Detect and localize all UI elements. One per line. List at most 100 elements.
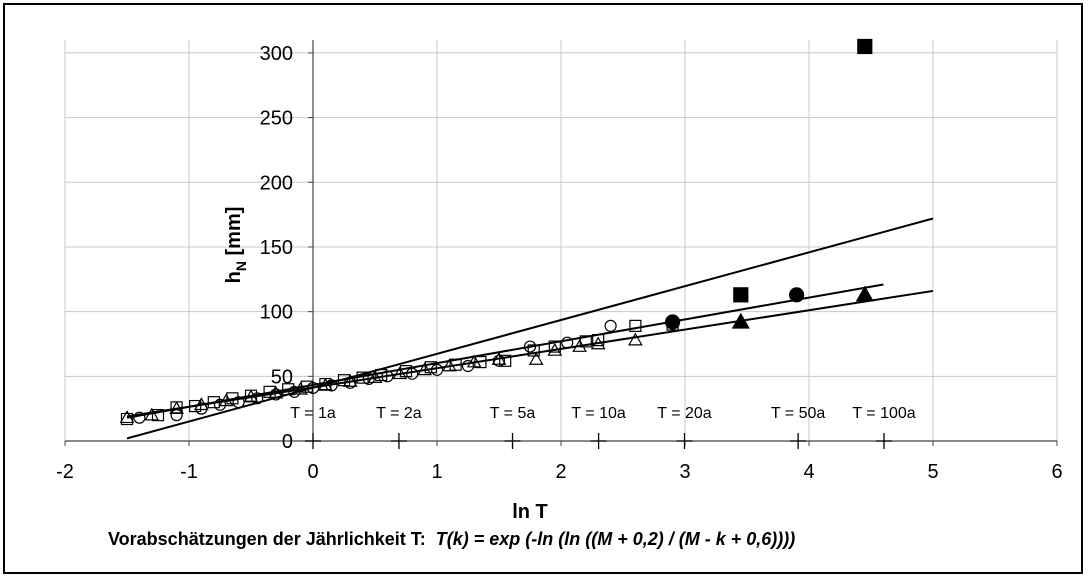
data-point-square xyxy=(151,409,165,422)
data-point-triangle xyxy=(572,339,587,352)
data-point-circle xyxy=(430,363,444,376)
data-point-square xyxy=(207,396,220,409)
data-point-triangle xyxy=(417,362,432,376)
data-point-triangle xyxy=(491,351,507,365)
x-tick-label: 1 xyxy=(431,461,442,483)
return-period-label: T = 2a xyxy=(376,405,422,422)
x-tick-label: 5 xyxy=(927,461,938,483)
x-tick-label: -2 xyxy=(56,461,74,483)
data-point-circle xyxy=(362,372,375,386)
y-tick-label: 0 xyxy=(282,431,293,453)
grid-lines xyxy=(64,40,1058,441)
data-point-circle xyxy=(213,398,227,411)
y-axis-label: hN [mm] xyxy=(223,207,249,284)
data-markers xyxy=(119,38,874,426)
y-axis-label-sub: N xyxy=(233,261,249,271)
data-point-square xyxy=(592,334,605,347)
data-point-triangle xyxy=(119,410,135,424)
data-point-square xyxy=(226,392,239,405)
data-point-triangle xyxy=(169,401,184,415)
data-point-square xyxy=(356,371,369,384)
y-tick-label: 50 xyxy=(271,366,293,388)
data-point-triangle xyxy=(855,285,874,302)
chart-caption: Vorabschätzungen der Jährlichkeit T: T(k… xyxy=(108,529,795,549)
x-tick-label: 0 xyxy=(307,461,318,483)
data-point-circle xyxy=(306,381,320,395)
data-point-square xyxy=(375,368,388,382)
return-period-markers: T = 1a T = 2a T = 5a T = 10a T = 20a T = 50a T… xyxy=(290,405,916,449)
return-period-label: T = 50a xyxy=(771,405,826,422)
data-point-square xyxy=(499,354,512,367)
caption-text: Vorabschätzungen der Jährlichkeit T: xyxy=(108,529,436,549)
fit-line xyxy=(126,283,884,419)
data-point-triangle xyxy=(590,336,606,350)
x-tick-label: 6 xyxy=(1051,461,1062,483)
return-period-label: T = 100a xyxy=(852,405,915,422)
y-tick-label: 150 xyxy=(260,237,293,259)
data-point-circle xyxy=(381,370,394,383)
data-point-square xyxy=(399,365,413,378)
data-point-circle xyxy=(406,367,419,380)
data-point-triangle xyxy=(547,342,563,356)
x-tick-label: 3 xyxy=(679,461,690,483)
data-point-square xyxy=(527,344,540,357)
data-point-triangle xyxy=(318,377,333,391)
data-point-square xyxy=(548,340,561,353)
data-point-circle xyxy=(170,409,183,422)
data-point-triangle xyxy=(367,370,383,383)
data-point-circle xyxy=(664,314,681,330)
data-point-square xyxy=(474,355,487,369)
data-point-circle xyxy=(133,411,146,424)
data-point-square xyxy=(282,383,295,396)
data-point-circle xyxy=(492,354,506,367)
data-point-square xyxy=(733,287,749,303)
data-point-circle xyxy=(344,376,357,389)
data-point-triangle xyxy=(268,385,284,399)
chart-frame xyxy=(3,3,1083,574)
y-tick-label: 200 xyxy=(260,172,293,194)
data-point-square xyxy=(629,319,642,332)
y-axis-label-main: h xyxy=(223,271,245,283)
data-point-triangle xyxy=(528,351,544,365)
data-point-triangle xyxy=(628,332,643,346)
data-point-circle xyxy=(604,319,617,332)
y-axis-label-unit: [mm] xyxy=(223,207,245,261)
data-point-circle xyxy=(269,388,282,401)
data-point-circle xyxy=(788,287,805,303)
data-point-triangle xyxy=(392,366,408,380)
fit-line xyxy=(126,289,934,418)
data-point-circle xyxy=(561,336,574,349)
x-tick-label: 4 xyxy=(803,461,814,483)
data-point-square xyxy=(857,38,873,55)
return-period-label: T = 10a xyxy=(571,405,626,422)
x-tick-label: -1 xyxy=(180,461,198,483)
return-period-label: T = 5a xyxy=(490,405,536,422)
data-point-triangle xyxy=(194,397,209,411)
data-point-circle xyxy=(325,379,338,392)
data-point-circle xyxy=(251,392,264,405)
tick-labels: -2 -1 0 1 2 3 4 5 6 0 50 100 150 200 250 300 xyxy=(56,43,1062,483)
data-point-triangle xyxy=(218,393,234,407)
x-tick-label: 2 xyxy=(555,461,566,483)
data-point-circle xyxy=(523,340,537,353)
data-point-triangle xyxy=(442,358,457,372)
data-point-triangle xyxy=(466,354,482,368)
y-tick-label: 100 xyxy=(260,302,293,324)
y-tick-label: 250 xyxy=(260,108,293,130)
data-point-triangle xyxy=(342,373,358,387)
x-axis-label: ln T xyxy=(512,501,548,523)
data-point-square xyxy=(424,361,437,374)
y-tick-label: 300 xyxy=(260,43,293,65)
data-point-triangle xyxy=(731,312,750,329)
data-point-square xyxy=(189,399,202,413)
data-point-triangle xyxy=(243,389,259,403)
data-point-circle xyxy=(461,359,475,373)
data-point-triangle xyxy=(293,381,308,395)
caption-formula: T(k) = exp (-ln (ln ((M + 0,2) / (M - k … xyxy=(436,529,796,549)
data-point-square xyxy=(300,380,313,393)
return-period-label: T = 1a xyxy=(290,405,336,422)
data-point-triangle xyxy=(144,407,160,421)
data-point-square xyxy=(120,412,134,426)
data-point-circle xyxy=(288,385,301,398)
